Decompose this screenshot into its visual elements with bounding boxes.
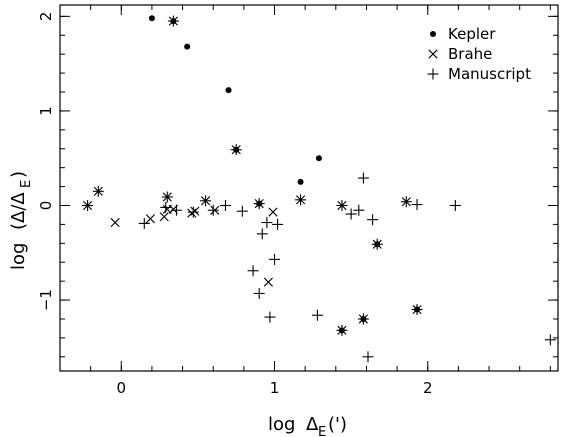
manuscript-point — [269, 253, 281, 265]
svg-text:('): (') — [328, 414, 347, 435]
brahe-point — [268, 207, 278, 217]
manuscript-point — [138, 217, 150, 229]
legend-label-manuscript: Manuscript — [448, 65, 531, 83]
chart-legend: Kepler Brahe Manuscript — [427, 25, 531, 83]
manuscript-point — [207, 204, 219, 216]
x-tick-label: 0 — [117, 379, 127, 397]
manuscript-point — [544, 334, 556, 346]
series-kepler — [148, 15, 421, 334]
brahe-point — [263, 277, 273, 287]
cross-stroke — [159, 212, 169, 222]
manuscript-point — [449, 199, 461, 211]
manuscript-point — [161, 191, 173, 203]
manuscript-point — [411, 304, 423, 316]
cross-stroke — [110, 217, 120, 228]
manuscript-point — [82, 199, 94, 211]
brahe-point — [190, 206, 200, 216]
manuscript-point — [400, 196, 412, 208]
axis-ticks: 0 1 2 −1 0 1 2 — [37, 5, 558, 397]
legend-label-brahe: Brahe — [448, 45, 492, 63]
cross-stroke — [145, 214, 155, 224]
manuscript-point — [367, 214, 379, 226]
brahe-point — [145, 214, 155, 224]
cross-stroke — [263, 277, 273, 287]
brahe-point — [110, 217, 120, 228]
legend-label-kepler: Kepler — [448, 25, 496, 43]
kepler-point — [225, 87, 232, 94]
manuscript-point — [371, 238, 383, 250]
kepler-point — [184, 43, 191, 50]
svg-text:): ) — [8, 171, 29, 178]
plot-frame — [59, 4, 559, 372]
manuscript-point — [160, 201, 172, 213]
manuscript-point — [92, 185, 104, 197]
manuscript-point — [187, 206, 199, 218]
svg-text:E: E — [318, 425, 326, 437]
manuscript-point — [247, 265, 259, 277]
x-tick-label: 2 — [423, 379, 433, 397]
x-tick-label: 1 — [270, 379, 280, 397]
series-brahe — [82, 16, 422, 335]
brahe-point — [187, 208, 197, 218]
series-manuscript — [82, 15, 556, 363]
manuscript-point — [336, 199, 348, 211]
manuscript-point — [261, 217, 273, 229]
svg-text:Δ: Δ — [306, 414, 319, 435]
plot-border — [59, 4, 559, 372]
manuscript-point — [230, 144, 242, 156]
legend-marker-manuscript — [427, 68, 439, 80]
y-tick-label: 2 — [37, 12, 55, 22]
manuscript-point — [357, 313, 369, 325]
manuscript-point — [219, 199, 231, 211]
manuscript-point — [336, 324, 348, 336]
x-axis-title: log Δ E (') — [268, 414, 347, 437]
manuscript-point — [236, 205, 248, 217]
svg-text:log: log — [8, 243, 29, 270]
manuscript-point — [311, 309, 323, 321]
svg-text:log: log — [268, 414, 295, 435]
y-tick-label: −1 — [37, 289, 55, 311]
svg-text:(Δ/Δ: (Δ/Δ — [8, 192, 29, 230]
manuscript-point — [353, 204, 365, 216]
manuscript-point — [295, 194, 307, 206]
cross-stroke — [190, 206, 200, 216]
manuscript-point — [170, 204, 182, 216]
cross-stroke — [428, 49, 438, 59]
manuscript-point — [362, 351, 374, 363]
legend-marker-brahe — [428, 49, 438, 59]
manuscript-point — [253, 198, 265, 210]
manuscript-point — [345, 208, 357, 220]
manuscript-point — [272, 218, 284, 230]
manuscript-point — [264, 311, 276, 323]
y-axis-title: log (Δ/Δ E ) — [8, 171, 34, 270]
manuscript-point — [357, 172, 369, 184]
brahe-point — [159, 212, 169, 222]
data-points — [82, 15, 556, 363]
manuscript-point — [167, 15, 179, 27]
y-tick-label: 0 — [37, 201, 55, 211]
kepler-point — [315, 155, 322, 162]
cross-stroke — [268, 207, 278, 217]
manuscript-point — [411, 199, 423, 211]
manuscript-point — [200, 195, 212, 207]
svg-text:E: E — [19, 180, 34, 188]
y-tick-label: 1 — [37, 106, 55, 116]
legend-marker-kepler — [430, 31, 436, 37]
manuscript-point — [256, 228, 268, 240]
kepler-point — [148, 15, 155, 22]
manuscript-point — [253, 287, 265, 299]
kepler-point — [297, 178, 304, 185]
